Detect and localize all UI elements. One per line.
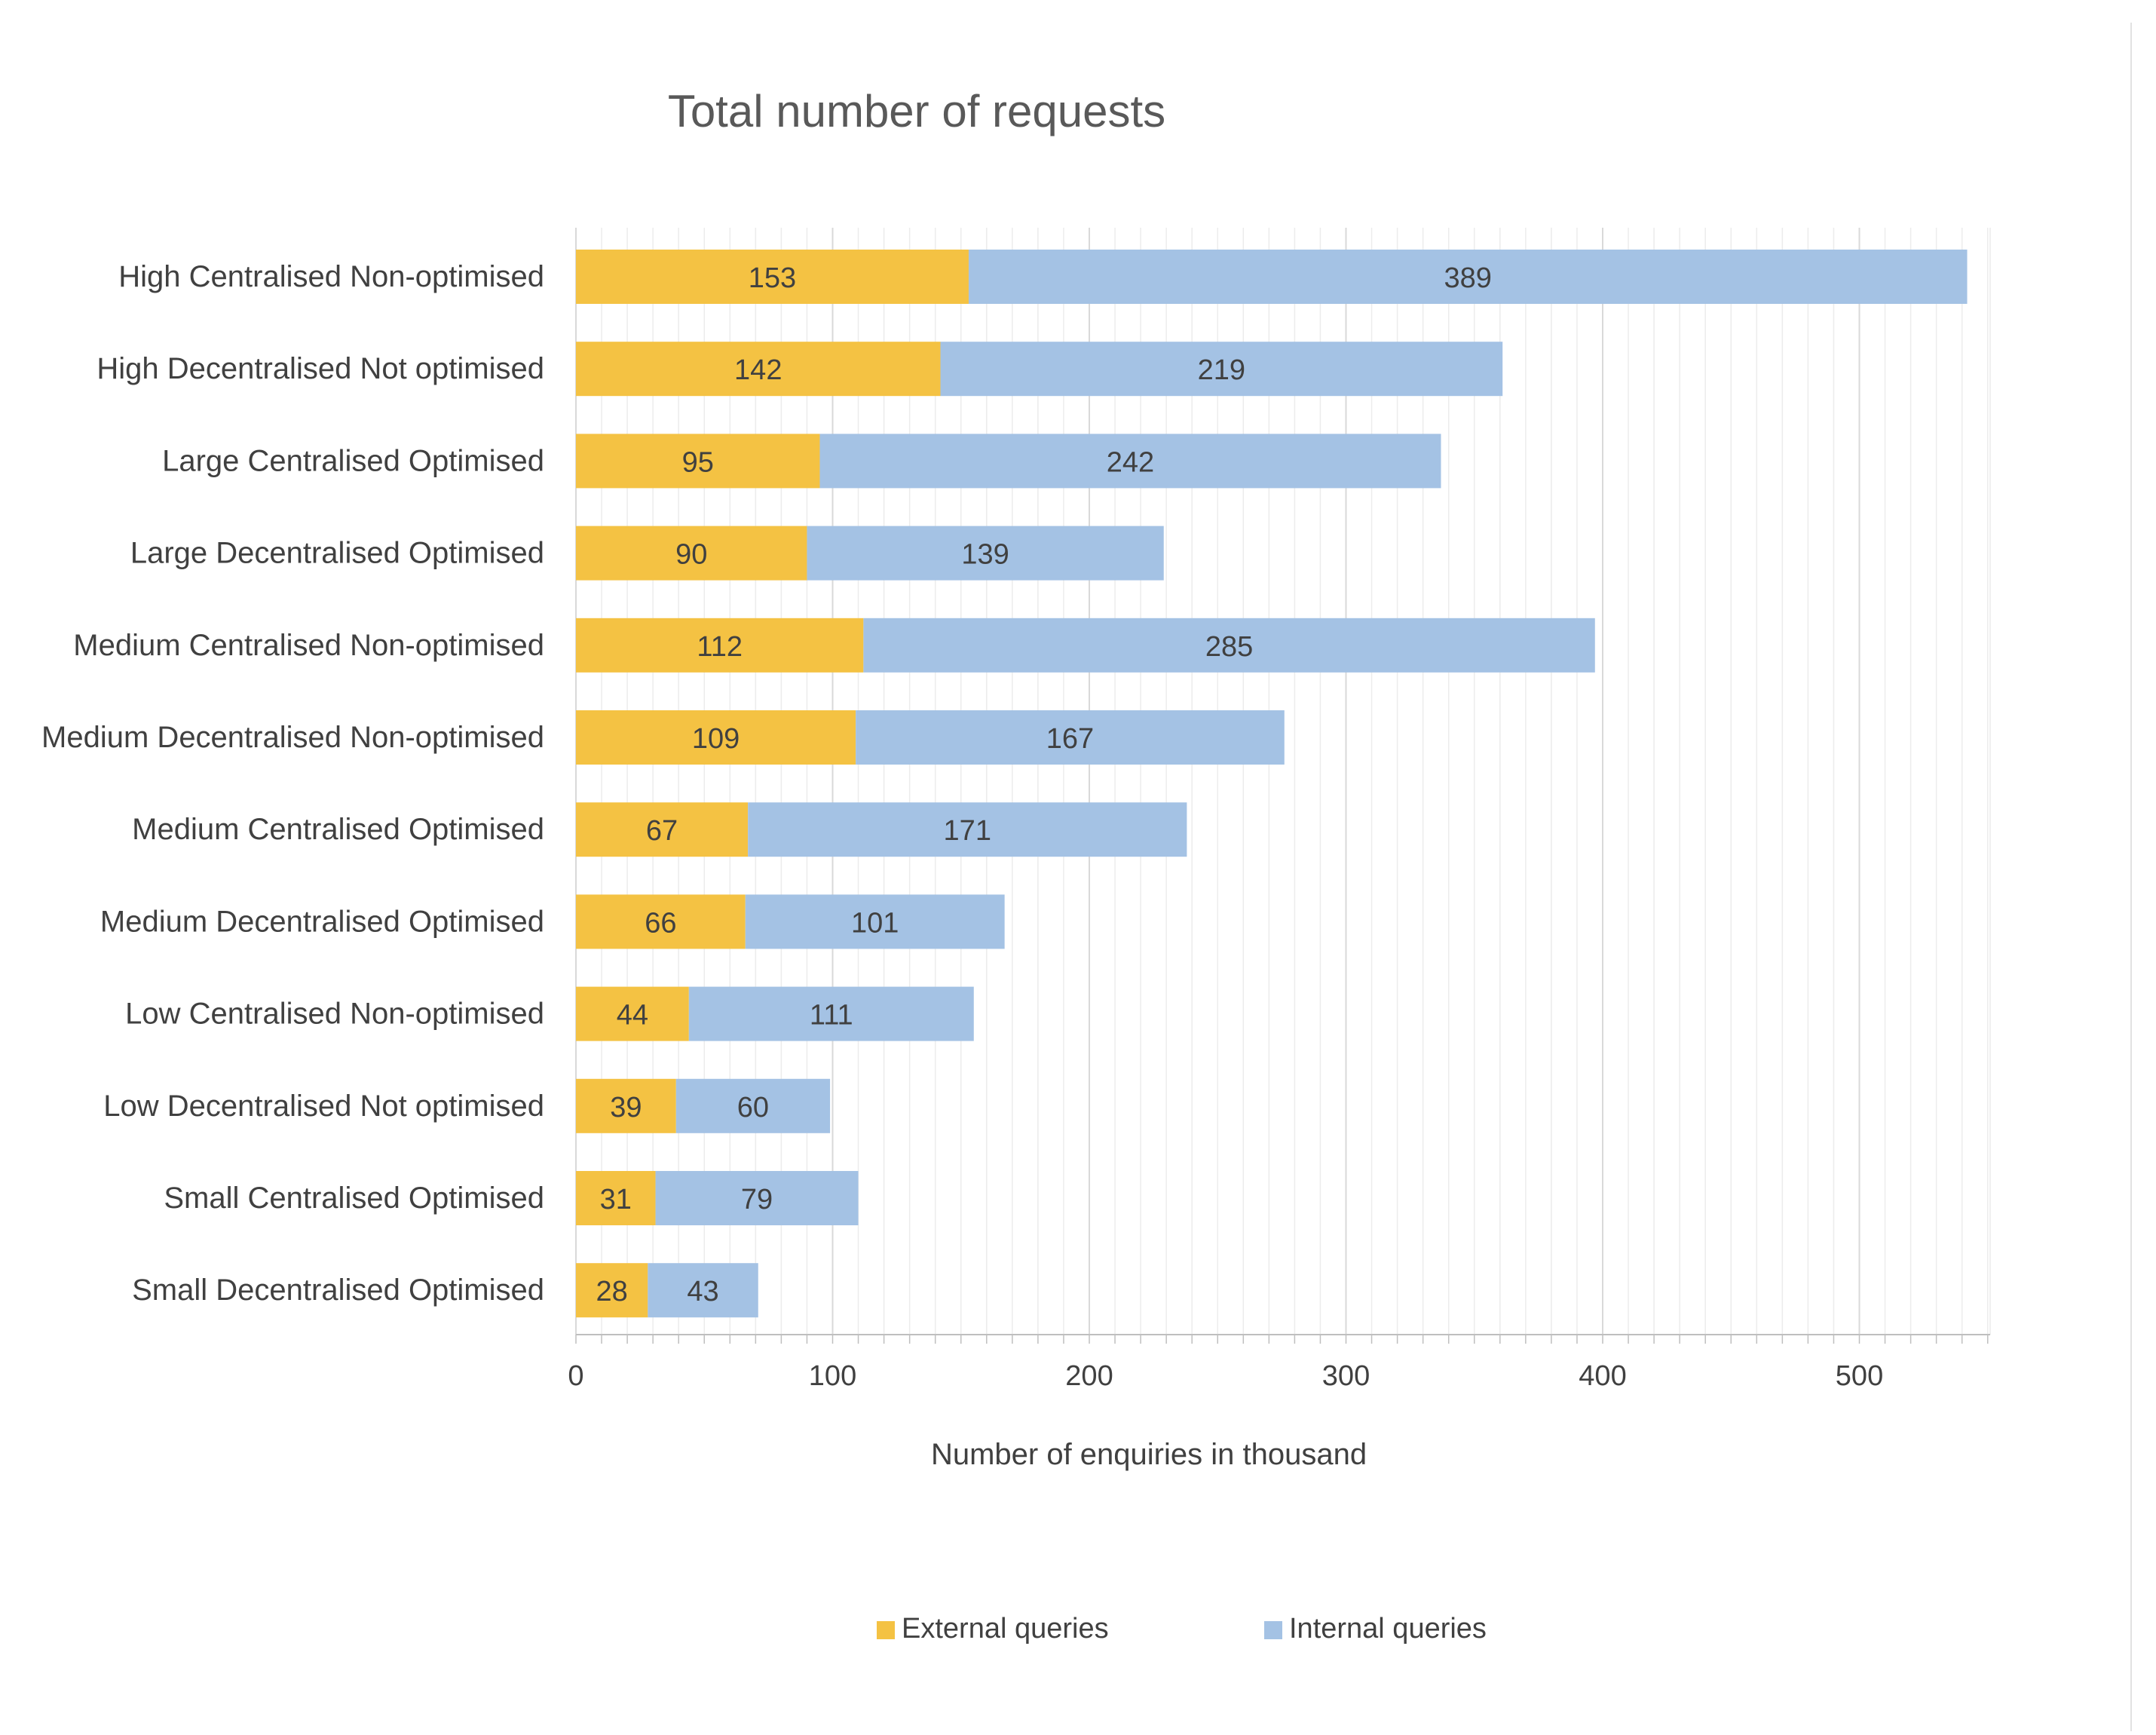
data-label-internal: 285 (1205, 631, 1253, 663)
legend-label-internal: Internal queries (1289, 1613, 1487, 1645)
data-label-external: 153 (749, 262, 796, 294)
data-label-external: 95 (682, 446, 714, 478)
bar-internal (940, 342, 1503, 397)
data-label-external: 31 (600, 1184, 632, 1215)
x-tick-label: 500 (1836, 1360, 1883, 1392)
bars: 153 389 142 219 95 242 90 139 112 285 109 167 67 171 6… (576, 250, 1968, 1318)
data-label-external: 112 (697, 631, 743, 663)
category-label: High Centralised Non-optimised (118, 260, 544, 293)
bar-internal (856, 710, 1285, 765)
data-label-internal: 79 (741, 1184, 773, 1215)
bar-internal (655, 1171, 859, 1225)
legend-swatch-external (877, 1621, 895, 1639)
category-label: Medium Decentralised Non-optimised (41, 721, 544, 754)
bar-external (576, 986, 689, 1041)
data-label-internal: 111 (810, 1000, 853, 1031)
x-tick-label: 300 (1322, 1360, 1370, 1392)
category-label: Large Decentralised Optimised (130, 537, 544, 570)
category-label: Medium Decentralised Optimised (100, 905, 544, 938)
x-axis: 0 100 200 300 400 500 (568, 1334, 1990, 1392)
bar-internal (675, 1078, 831, 1133)
data-label-internal: 139 (961, 539, 1009, 571)
legend-swatch-internal (1264, 1621, 1282, 1639)
data-label-external: 109 (692, 723, 740, 755)
x-axis-label: Number of enquiries in thousand (931, 1438, 1367, 1471)
bar-external (576, 802, 749, 857)
bar-internal (819, 434, 1441, 489)
category-label: Small Decentralised Optimised (132, 1274, 544, 1307)
legend-label-external: External queries (902, 1613, 1109, 1645)
data-label-internal: 101 (851, 907, 899, 939)
category-label: Medium Centralised Non-optimised (73, 629, 544, 662)
bar-external (576, 434, 820, 489)
data-label-external: 67 (646, 815, 678, 847)
bar-external (576, 250, 969, 304)
bar-internal (745, 894, 1005, 949)
data-label-internal: 219 (1198, 354, 1245, 386)
category-label: Low Centralised Non-optimised (125, 998, 544, 1031)
bar-external (576, 1263, 648, 1318)
category-label: Large Centralised Optimised (162, 444, 544, 477)
category-label: Medium Centralised Optimised (132, 813, 544, 846)
data-label-internal: 389 (1444, 262, 1492, 294)
bar-external (576, 526, 807, 581)
chart-title: Total number of requests (668, 86, 1165, 136)
legend: External queries Internal queries (877, 1613, 1487, 1645)
data-label-external: 44 (617, 1000, 648, 1031)
bar-internal (688, 986, 974, 1041)
window-edge-rule (2130, 23, 2132, 1731)
category-label: Small Centralised Optimised (164, 1182, 544, 1215)
x-tick-label: 400 (1579, 1360, 1626, 1392)
bar-internal (863, 618, 1595, 673)
data-label-internal: 242 (1107, 446, 1154, 478)
bar-external (576, 1171, 656, 1225)
data-label-external: 28 (596, 1276, 628, 1307)
bar-external (576, 710, 856, 765)
bar-internal (807, 526, 1164, 581)
bar-internal (648, 1263, 758, 1318)
bar-internal (748, 802, 1187, 857)
data-label-internal: 167 (1046, 723, 1094, 755)
category-labels: High Centralised Non-optimised High Decen… (41, 260, 544, 1307)
data-label-external: 39 (610, 1092, 642, 1123)
category-label: Low Decentralised Not optimised (103, 1090, 544, 1123)
bar-external (576, 894, 746, 949)
data-label-external: 142 (734, 354, 782, 386)
bar-internal (968, 250, 1968, 304)
bar-external (576, 1078, 676, 1133)
x-tick-label: 100 (809, 1360, 856, 1392)
data-label-external: 90 (675, 539, 707, 571)
bar-external (576, 618, 864, 673)
data-label-internal: 60 (737, 1092, 769, 1123)
bar-external (576, 342, 941, 397)
data-label-internal: 43 (687, 1276, 718, 1307)
category-label: High Decentralised Not optimised (96, 352, 544, 385)
data-label-internal: 171 (944, 815, 991, 847)
grid-lines (575, 228, 1991, 1335)
x-tick-label: 200 (1065, 1360, 1113, 1392)
x-tick-label: 0 (568, 1360, 583, 1392)
data-label-external: 66 (645, 907, 676, 939)
